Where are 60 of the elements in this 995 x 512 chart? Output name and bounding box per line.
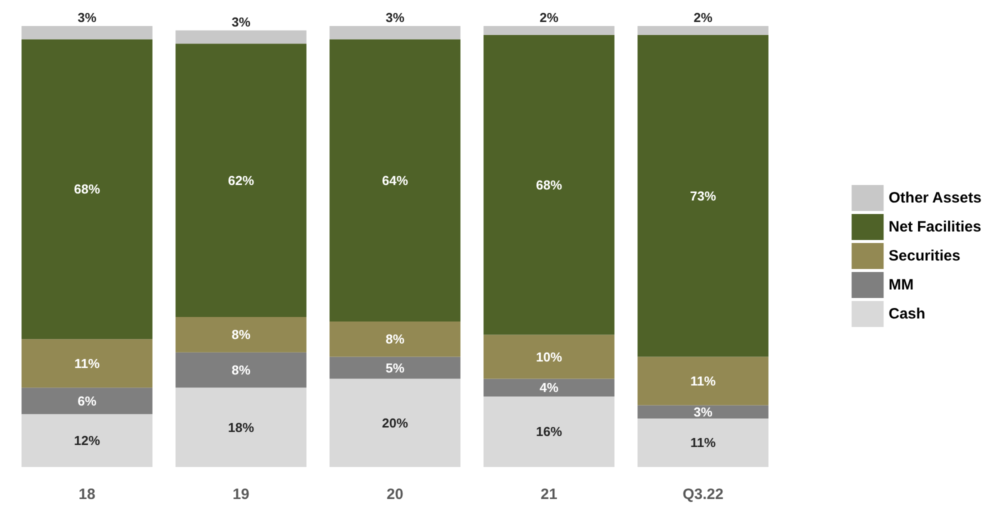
data-label: 2% <box>540 10 559 25</box>
data-label: 3% <box>78 10 97 25</box>
bar <box>638 405 768 418</box>
bar <box>176 44 306 318</box>
data-label: 11% <box>690 435 716 450</box>
bar <box>330 378 460 467</box>
bar <box>176 30 306 44</box>
bar <box>176 352 306 388</box>
bar <box>22 414 152 467</box>
bar <box>484 34 614 335</box>
data-label: 10% <box>536 349 562 364</box>
data-label: 3% <box>386 10 405 25</box>
x-tick-label: 20 <box>386 486 404 503</box>
data-label: 16% <box>536 424 562 440</box>
bar <box>22 39 152 340</box>
data-label: 73% <box>690 188 716 204</box>
data-label: 2% <box>694 10 713 25</box>
data-label: 3% <box>232 14 251 30</box>
bar <box>484 334 614 379</box>
data-label: 11% <box>690 374 716 389</box>
bar <box>176 388 306 467</box>
bar <box>22 388 152 414</box>
data-label: 12% <box>74 433 100 448</box>
data-label: 8% <box>232 362 251 378</box>
x-tick-label: Q3.22 <box>682 486 724 503</box>
bar <box>638 418 768 467</box>
bar <box>22 26 152 40</box>
data-label: 11% <box>74 356 100 371</box>
data-label: 3% <box>694 404 713 420</box>
legend-label: Net Facilities <box>888 218 982 236</box>
bar <box>330 356 460 379</box>
data-label: 62% <box>228 172 254 188</box>
legend-label: MM <box>888 276 914 294</box>
data-label: 68% <box>74 182 100 197</box>
data-label: 8% <box>386 332 405 347</box>
legend-label: Cash <box>888 306 926 322</box>
bar <box>638 26 768 35</box>
legend-label: Securities <box>888 248 960 264</box>
data-label: 8% <box>232 327 251 342</box>
data-label: 68% <box>536 177 562 192</box>
bar <box>330 321 460 357</box>
bar <box>484 396 614 467</box>
bar <box>22 339 152 388</box>
data-label: 18% <box>228 420 254 435</box>
bar <box>484 378 614 396</box>
data-label: 6% <box>78 393 97 408</box>
bar <box>330 26 460 40</box>
x-tick-label: 21 <box>540 486 558 503</box>
x-tick-label: 18 <box>78 486 96 503</box>
bar <box>484 26 614 35</box>
bar <box>638 34 768 357</box>
data-label: 5% <box>386 360 405 376</box>
bar <box>176 317 306 352</box>
data-label: 64% <box>382 172 408 188</box>
data-label: 4% <box>540 380 559 396</box>
legend-label: Other Assets <box>888 190 982 206</box>
data-label: 20% <box>382 415 408 430</box>
x-tick-label: 19 <box>232 486 250 503</box>
bar <box>638 356 768 406</box>
bar <box>330 39 460 322</box>
